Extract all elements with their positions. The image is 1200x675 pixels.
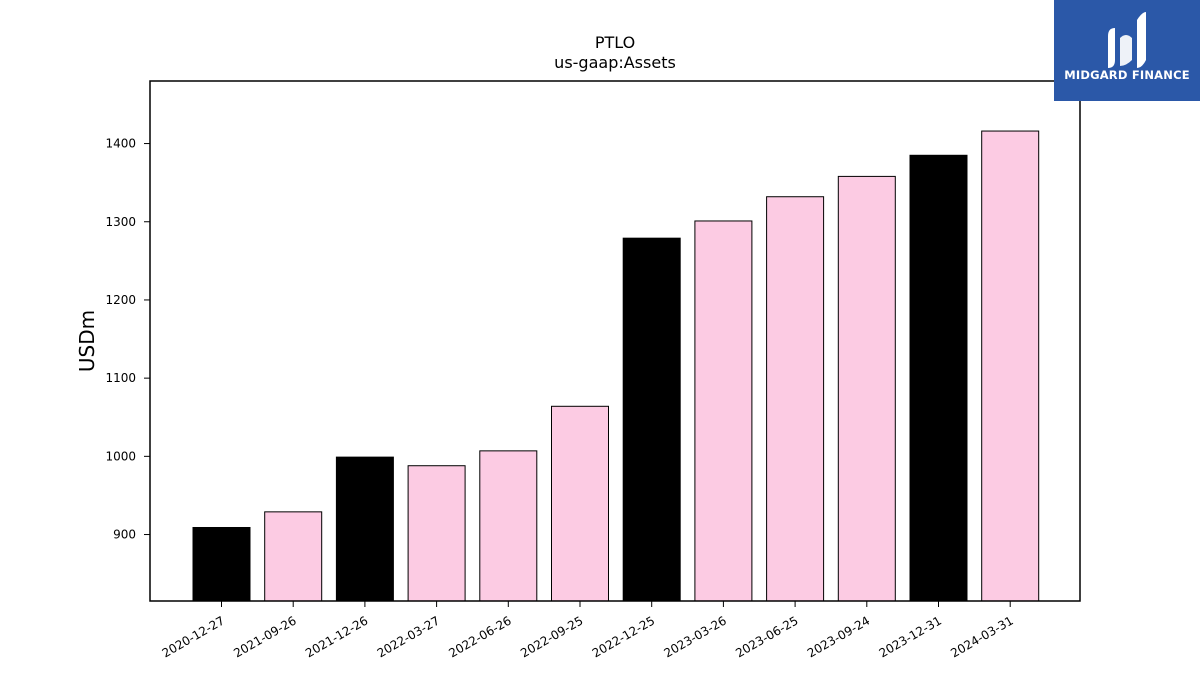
x-tick-label: 2021-09-26 (231, 613, 298, 660)
bar-2021-09-26 (264, 511, 323, 602)
y-ticks-group: 900 1000 1100 1200 1300 1400 (105, 137, 150, 542)
plot-frame (149, 80, 1081, 602)
y-tick-label: 1100 (105, 371, 136, 385)
x-tick-label: 2022-09-25 (518, 613, 585, 660)
x-tick-label: 2020-12-27 (160, 613, 227, 660)
bar-2020-12-27 (192, 526, 251, 602)
bar-2023-06-25 (766, 196, 825, 602)
midgard-logo-icon (1108, 12, 1146, 68)
x-tick-label: 2022-03-27 (375, 613, 442, 660)
y-tick-label: 1400 (105, 137, 136, 151)
bar-2023-09-24 (837, 175, 896, 602)
bar-2024-03-31 (981, 130, 1040, 602)
bar-2023-03-26 (694, 220, 753, 602)
x-tick-label: 2021-12-26 (303, 613, 370, 660)
y-tick-label: 1200 (105, 293, 136, 307)
bar-2022-09-25 (551, 405, 609, 602)
bar-2022-12-25 (622, 237, 681, 602)
x-ticks-group: 2020-12-27 2021-09-26 2021-12-26 2022-03-27… (160, 601, 1016, 660)
x-tick-label: 2023-06-25 (733, 613, 800, 660)
chart-subtitle: us-gaap:Assets (554, 53, 676, 72)
x-tick-label: 2023-12-31 (877, 613, 944, 660)
logo-text: MIDGARD FINANCE (1064, 68, 1190, 82)
x-tick-label: 2023-09-24 (805, 613, 872, 660)
y-tick-label: 1300 (105, 215, 136, 229)
y-axis-label: USDm (75, 310, 99, 372)
bar-2022-06-26 (479, 450, 538, 602)
bar-2021-12-26 (335, 456, 394, 602)
x-tick-label: 2023-03-26 (661, 613, 728, 660)
y-tick-label: 1000 (105, 449, 136, 463)
x-tick-label: 2022-12-25 (590, 613, 657, 660)
bar-2022-03-27 (407, 465, 466, 602)
x-tick-label: 2022-06-26 (446, 613, 513, 660)
bars-group (192, 130, 1040, 602)
y-tick-label: 900 (113, 528, 136, 542)
midgard-finance-logo: MIDGARD FINANCE (1054, 0, 1200, 101)
x-tick-label: 2024-03-31 (948, 613, 1015, 660)
chart-title: PTLO (595, 33, 635, 52)
bar-2023-12-31 (909, 154, 968, 602)
